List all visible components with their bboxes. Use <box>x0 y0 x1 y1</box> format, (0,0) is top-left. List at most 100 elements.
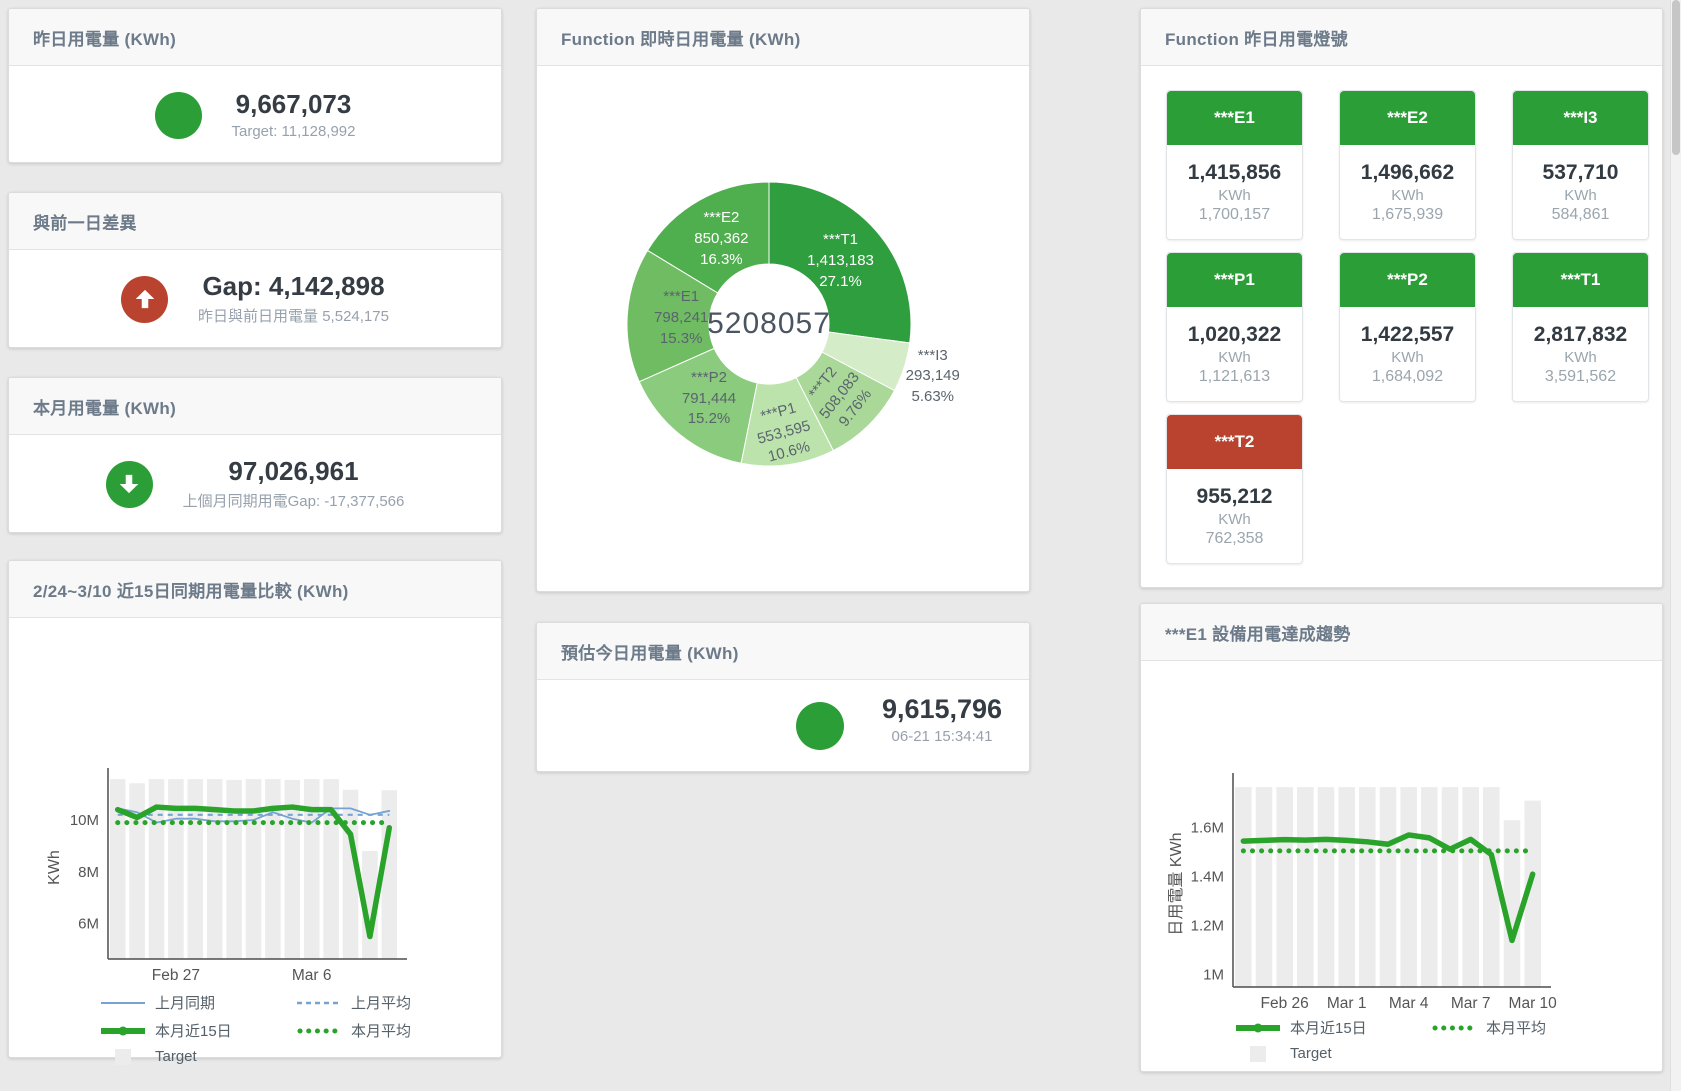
stat-subtext: 昨日與前日用電量 5,524,175 <box>198 307 389 325</box>
legend-item-本月近15日: 本月近15日 <box>1236 1017 1432 1038</box>
tile-status-header: ***E2 <box>1340 91 1475 145</box>
device-tile-***T2: ***T2 955,212 KWh 762,358 <box>1166 414 1303 564</box>
tile-value: 1,415,856 <box>1187 160 1282 184</box>
card-header: 2/24~3/10 近15日同期用電量比較 (KWh) <box>9 561 501 618</box>
e1-trend-line-chart: 1M 1.2M 1.4M 1.6M 日用電量 KWh Feb 26 Mar 1 Mar 4 Ma… <box>1141 661 1662 1072</box>
target-bar <box>226 779 242 959</box>
tile-value: 1,496,662 <box>1360 160 1455 184</box>
legend-swatch-thick-icon <box>101 1026 145 1035</box>
arrow-down-circle-icon <box>105 460 153 508</box>
tile-status-header: ***T2 <box>1167 415 1302 469</box>
legend-item-上月平均: 上月平均 <box>297 992 411 1013</box>
target-bar <box>303 779 320 959</box>
status-circle-icon <box>154 91 202 139</box>
tile-status-header: ***P2 <box>1340 253 1475 307</box>
y-axis-title: 日用電量 KWh <box>1168 832 1185 935</box>
x-tick-label: Mar 10 <box>1509 995 1558 1009</box>
tile-unit: KWh <box>1218 348 1251 366</box>
tile-target-value: 1,121,613 <box>1198 367 1271 385</box>
target-bar <box>1359 787 1376 987</box>
target-bar <box>109 779 126 959</box>
target-bar <box>1255 787 1273 987</box>
device-tile-grid: ***E1 1,415,856 KWh 1,700,157 ***E2 1,496,662… <box>1141 66 1662 588</box>
card-title: 本月用電量 (KWh) <box>33 398 177 418</box>
card-yesterday-usage: 昨日用電量 (KWh) 9,667,073 Target: 11,128,992 <box>8 8 502 163</box>
arrow-up-icon <box>135 289 154 309</box>
target-bar <box>1235 787 1252 987</box>
trend-chart-svg: 1M 1.2M 1.4M 1.6M 日用電量 KWh Feb 26 Mar 1 Mar 4 Ma… <box>1168 773 1558 1012</box>
target-bar <box>1462 787 1479 987</box>
tile-status-header: ***I3 <box>1513 91 1648 145</box>
arrow-up-circle-icon <box>121 275 169 323</box>
x-tick-label: Mar 4 <box>1389 995 1429 1009</box>
x-tick-label: Mar 1 <box>1327 995 1367 1009</box>
legend-swatch-box-icon <box>115 1048 131 1065</box>
tile-value: 2,817,832 <box>1533 322 1628 346</box>
legend-item-本月平均: 本月平均 <box>1432 1017 1546 1038</box>
chart-legend: 本月近15日 本月平均 Target <box>1236 1017 1546 1062</box>
tile-value: 955,212 <box>1196 484 1273 508</box>
target-bar <box>362 851 378 959</box>
target-bar <box>245 779 262 959</box>
card-title: 2/24~3/10 近15日同期用電量比較 (KWh) <box>33 581 349 601</box>
tile-status-header: ***E1 <box>1167 91 1302 145</box>
stat-subtext: 06-21 15:34:41 <box>891 728 993 746</box>
device-tile-***P2: ***P2 1,422,557 KWh 1,684,092 <box>1339 252 1476 402</box>
tile-target-value: 762,358 <box>1205 529 1264 547</box>
donut-slice-***E1 <box>626 249 719 383</box>
legend-swatch-dots-icon <box>1432 1025 1476 1030</box>
tile-unit: KWh <box>1391 348 1424 366</box>
tile-status-header: ***T1 <box>1513 253 1648 307</box>
card-header: 昨日用電量 (KWh) <box>9 9 501 66</box>
target-bar <box>265 779 281 959</box>
y-axis-title: KWh <box>46 850 63 885</box>
card-e1-trend-chart: ***E1 設備用電達成趨勢 1M 1.2M 1.4M 1.6M 日用電量 KWh Feb… <box>1140 603 1663 1072</box>
target-bar <box>1400 787 1417 987</box>
y-tick-label: 1M <box>1203 967 1224 984</box>
card-title: 昨日用電量 (KWh) <box>33 29 177 49</box>
tile-target-value: 1,700,157 <box>1198 205 1271 223</box>
x-tick-label: Mar 7 <box>1451 995 1491 1009</box>
stat-subtext: Target: 11,128,992 <box>231 122 356 140</box>
target-bar <box>284 779 301 959</box>
card-header: 與前一日差異 <box>9 193 501 250</box>
target-bar <box>1503 820 1521 987</box>
x-tick-label: Feb 26 <box>1261 995 1309 1009</box>
donut-svg <box>626 181 912 467</box>
target-bar <box>1317 787 1335 987</box>
legend-swatch-dash-icon <box>297 1001 341 1004</box>
tile-unit: KWh <box>1564 186 1597 204</box>
legend-swatch-box-icon <box>1250 1045 1266 1062</box>
tile-target-value: 1,684,092 <box>1371 367 1444 385</box>
scrollbar-thumb[interactable] <box>1672 0 1680 155</box>
y-tick-label: 8M <box>78 864 99 881</box>
card-header: 本月用電量 (KWh) <box>9 378 501 435</box>
card-month-usage: 本月用電量 (KWh) 97,026,961 上個月同期用電Gap: -17,3… <box>8 377 502 533</box>
card-header: Function 即時日用電量 (KWh) <box>537 9 1029 66</box>
stat-value: 9,667,073 <box>235 89 352 120</box>
y-tick-label: 10M <box>70 812 99 829</box>
status-circle-icon <box>796 702 844 750</box>
realtime-usage-donut-chart: 5208057 ***T1 1,413,183 27.1% ***I3 293,149 5… <box>537 66 1029 592</box>
stat-value: 9,615,796 <box>881 694 1003 724</box>
card-title: Function 昨日用電燈號 <box>1165 29 1348 49</box>
donut-slice-***E2 <box>646 181 770 294</box>
card-header: 預估今日用電量 (KWh) <box>537 623 1029 680</box>
tile-target-value: 3,591,562 <box>1544 367 1617 385</box>
donut-slice-***P2 <box>638 347 758 464</box>
card-title: 與前一日差異 <box>33 213 137 233</box>
card-estimate-today: 預估今日用電量 (KWh) 9,615,796 06-21 15:34:41 <box>536 622 1030 772</box>
card-header: Function 昨日用電燈號 <box>1141 9 1662 66</box>
device-tile-***T1: ***T1 2,817,832 KWh 3,591,562 <box>1512 252 1649 402</box>
target-bar <box>1379 787 1397 987</box>
target-bar <box>1297 787 1314 987</box>
card-title: ***E1 設備用電達成趨勢 <box>1165 624 1351 644</box>
compare-chart-svg: 6M 8M 10M KWh Feb 27 Mar 6 <box>46 768 407 984</box>
x-tick-label: Mar 6 <box>292 967 332 984</box>
legend-swatch-line-icon <box>101 1001 145 1004</box>
tile-unit: KWh <box>1218 186 1251 204</box>
legend-item-上月同期: 上月同期 <box>101 992 297 1013</box>
donut-center-value: 5208057 <box>707 307 831 340</box>
arrow-down-icon <box>119 474 139 494</box>
device-tile-***I3: ***I3 537,710 KWh 584,861 <box>1512 90 1649 240</box>
